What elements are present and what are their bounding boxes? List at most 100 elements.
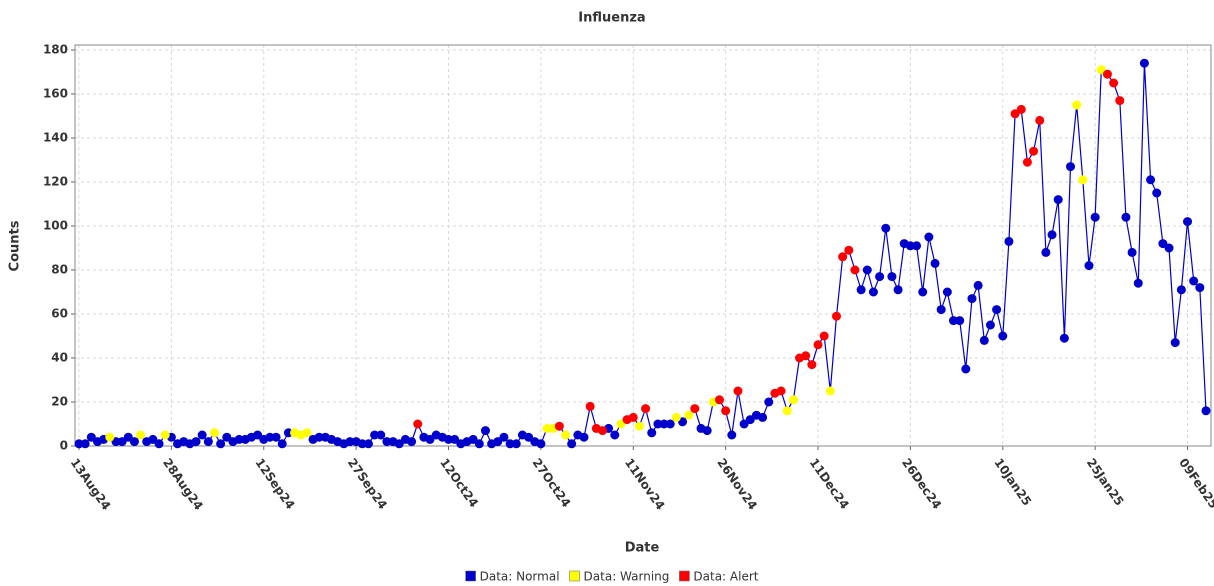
- data-point: [985, 320, 995, 330]
- data-point: [825, 386, 835, 396]
- chart-title: Influenza: [578, 11, 645, 26]
- data-point: [277, 439, 287, 449]
- data-point: [862, 265, 872, 275]
- data-point: [850, 265, 860, 275]
- data-point: [191, 437, 201, 447]
- data-point: [856, 285, 866, 295]
- data-point: [234, 434, 244, 444]
- data-point: [788, 395, 798, 405]
- data-point: [105, 432, 115, 442]
- data-point: [1109, 78, 1119, 88]
- data-point: [831, 311, 841, 321]
- plot-area: [75, 45, 1211, 446]
- data-point: [875, 272, 885, 282]
- x-tick-label: 12Oct24: [437, 456, 481, 510]
- data-point: [1115, 96, 1125, 106]
- y-tick-label: 0: [60, 439, 68, 453]
- x-tick-label: 11Nov24: [622, 456, 668, 513]
- data-point: [628, 412, 638, 422]
- x-axis-label: Date: [625, 541, 660, 556]
- data-point: [684, 410, 694, 420]
- legend-label: Data: Normal: [480, 570, 560, 584]
- y-tick-label: 180: [43, 43, 68, 57]
- data-point: [271, 432, 281, 442]
- data-point: [1041, 247, 1051, 257]
- legend: Data: Normal Data: Warning Data: Alert: [465, 570, 759, 584]
- data-point: [912, 241, 922, 251]
- data-point: [1004, 236, 1014, 246]
- data-point: [1121, 212, 1131, 222]
- data-point: [283, 428, 293, 438]
- y-tick-label: 100: [43, 219, 68, 233]
- y-tick-label: 80: [51, 263, 68, 277]
- x-tick-label: 27Sep24: [345, 456, 390, 512]
- data-point: [382, 437, 392, 447]
- x-tick-label: 10Jan25: [991, 456, 1034, 509]
- data-point: [1029, 146, 1039, 156]
- data-point: [844, 245, 854, 255]
- data-point: [758, 412, 768, 422]
- data-point: [561, 430, 571, 440]
- data-point: [585, 401, 595, 411]
- data-point: [905, 241, 915, 251]
- data-point: [979, 335, 989, 345]
- data-point: [1047, 230, 1057, 240]
- data-point: [721, 406, 731, 416]
- legend-swatch: [679, 570, 690, 582]
- data-point: [1016, 104, 1026, 114]
- data-point: [1139, 58, 1149, 68]
- data-point: [930, 258, 940, 268]
- data-point: [634, 421, 644, 431]
- data-point: [480, 426, 490, 436]
- data-point: [801, 351, 811, 361]
- data-point: [407, 437, 417, 447]
- data-point: [998, 331, 1008, 341]
- data-point: [1072, 100, 1082, 110]
- data-point: [302, 428, 312, 438]
- data-point: [542, 423, 552, 433]
- legend-label: Data: Warning: [584, 570, 670, 584]
- y-axis-label: Counts: [8, 220, 23, 271]
- x-tick-label: 13Aug24: [68, 456, 114, 513]
- data-point: [1022, 157, 1032, 167]
- data-point: [1201, 406, 1211, 416]
- data-point: [1035, 115, 1045, 125]
- data-point: [690, 404, 700, 414]
- data-point: [1183, 217, 1193, 227]
- data-point: [413, 419, 423, 429]
- x-tick-label: 11Dec24: [807, 456, 852, 512]
- data-point: [807, 360, 817, 370]
- x-tick-label: 26Dec24: [899, 456, 944, 512]
- data-point: [961, 364, 971, 374]
- data-point: [444, 434, 454, 444]
- data-point: [949, 316, 959, 326]
- plot-frame: [74, 44, 1212, 447]
- data-point: [567, 439, 577, 449]
- data-point: [129, 437, 139, 447]
- data-point: [554, 421, 564, 431]
- legend-label: Data: Alert: [693, 570, 758, 584]
- data-point: [357, 439, 367, 449]
- data-point: [764, 397, 774, 407]
- data-point: [819, 331, 829, 341]
- data-point: [973, 280, 983, 290]
- data-point: [160, 430, 170, 440]
- data-point: [136, 430, 146, 440]
- legend-swatch: [569, 570, 580, 582]
- data-point: [1066, 162, 1076, 172]
- data-point: [671, 412, 681, 422]
- data-point: [1164, 243, 1174, 253]
- data-point: [868, 287, 878, 297]
- data-point: [536, 439, 546, 449]
- data-point: [776, 386, 786, 396]
- data-point: [505, 439, 515, 449]
- x-tick-label: 28Aug24: [160, 456, 206, 513]
- data-point: [782, 406, 792, 416]
- data-point: [1176, 285, 1186, 295]
- data-point: [376, 430, 386, 440]
- data-point: [918, 287, 928, 297]
- data-point: [665, 419, 675, 429]
- data-point: [74, 439, 84, 449]
- data-point: [474, 439, 484, 449]
- data-point: [499, 432, 509, 442]
